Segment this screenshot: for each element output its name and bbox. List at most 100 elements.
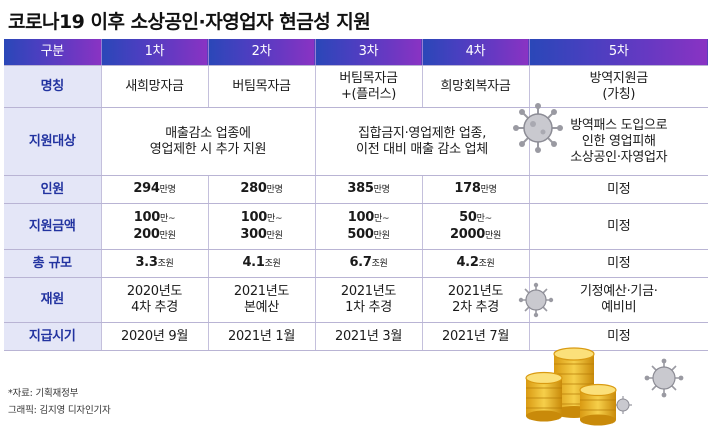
people-3-value: 385 [347, 181, 374, 196]
source-note: *자료: 기획재정부 [8, 388, 79, 399]
row-scale: 총 규모 3.3조원 4.1조원 6.7조원 4.2조원 미정 [4, 249, 708, 278]
header-round-4: 4차 [422, 39, 530, 66]
cell-people-3: 385만명 [315, 175, 423, 204]
scale-3-value: 6.7 [349, 255, 372, 270]
cell-name-5-line-1: 방역지원금 [589, 70, 649, 86]
row-label-target: 지원대상 [4, 107, 102, 176]
cell-timing-1: 2020년 9월 [101, 322, 209, 351]
row-label-name: 명칭 [4, 65, 102, 108]
cell-target-1-2-line-1: 매출감소 업종에 [165, 125, 251, 141]
row-amount: 지원금액 100만~ 200만원 100만~ 300만원 100만~ 500만원… [4, 203, 708, 250]
cell-target-3-4-line-1: 집합금지·영업제한 업종, [357, 125, 487, 141]
virus-icon [644, 358, 684, 398]
cell-name-3-line-1: 버팀목자금 [339, 70, 398, 86]
cell-source-1-line-2: 4차 추경 [131, 300, 178, 315]
amount-4-min: 50 [459, 209, 477, 225]
scale-3-unit: 조원 [371, 259, 388, 269]
cell-source-2-line-2: 본예산 [244, 300, 279, 315]
cell-source-3-line-1: 2021년도 [340, 284, 397, 299]
cell-name-4: 희망회복자금 [422, 65, 530, 108]
amount-4-max: 2000 [450, 226, 485, 242]
header-category: 구분 [4, 39, 102, 66]
cell-people-2: 280만명 [208, 175, 316, 204]
row-label-source: 재원 [4, 277, 102, 323]
scale-1-value: 3.3 [135, 255, 158, 270]
row-name: 명칭 새희망자금 버팀목자금 버팀목자금 +(플러스) 희망회복자금 방역지원금… [4, 65, 708, 108]
cell-target-1-2: 매출감소 업종에 영업제한 시 추가 지원 [101, 107, 316, 176]
cell-source-2-line-1: 2021년도 [233, 284, 290, 299]
header-round-3: 3차 [315, 39, 423, 66]
scale-2-unit: 조원 [264, 259, 281, 269]
cell-timing-2: 2021년 1월 [208, 322, 316, 351]
amount-3-min: 100 [347, 209, 375, 225]
cell-scale-4: 4.2조원 [422, 249, 530, 278]
cell-target-5-line-3: 소상공인·자영업자 [570, 149, 668, 165]
cell-source-5-line-2: 예비비 [601, 300, 637, 315]
cell-people-1: 294만명 [101, 175, 209, 204]
row-label-amount: 지원금액 [4, 203, 102, 250]
amount-4-max-unit: 만원 [485, 230, 501, 241]
amount-3-max-unit: 만원 [373, 230, 390, 241]
cell-target-3-4: 집합금지·영업제한 업종, 이전 대비 매출 감소 업체 [315, 107, 530, 176]
cell-name-3: 버팀목자금 +(플러스) [315, 65, 423, 108]
support-table: 구분 1차 2차 3차 4차 5차 명칭 새희망자금 버팀목자금 버팀목자금 +… [4, 39, 708, 351]
cell-target-5-line-2: 인한 영업피해 [581, 133, 656, 149]
cell-name-5-line-2: (가칭) [602, 86, 636, 102]
cell-amount-1: 100만~ 200만원 [101, 203, 209, 250]
cell-scale-2: 4.1조원 [208, 249, 316, 278]
row-target: 지원대상 매출감소 업종에 영업제한 시 추가 지원 집합금지·영업제한 업종,… [4, 107, 708, 176]
header-round-1: 1차 [101, 39, 209, 66]
cell-source-1-line-1: 2020년도 [126, 284, 183, 299]
cell-source-3-line-2: 1차 추경 [345, 300, 392, 315]
graphic-credit: 그래픽: 김지영 디자인기자 [8, 405, 111, 416]
amount-2-max-unit: 만원 [266, 230, 283, 241]
cell-target-5: 방역패스 도입으로 인한 영업피해 소상공인·자영업자 [529, 107, 708, 176]
cell-people-5: 미정 [529, 175, 708, 204]
cell-amount-4: 50만~ 2000만원 [422, 203, 530, 250]
amount-1-max: 200 [133, 226, 160, 242]
people-2-unit: 만명 [266, 185, 283, 195]
amount-4-min-unit: 만~ [476, 213, 493, 224]
row-people: 인원 294만명 280만명 385만명 178만명 미정 [4, 175, 708, 204]
cell-source-4: 2021년도 2차 추경 [422, 277, 530, 323]
header-row: 구분 1차 2차 3차 4차 5차 [4, 39, 708, 66]
amount-3-max: 500 [347, 226, 374, 242]
cell-amount-5: 미정 [529, 203, 708, 250]
people-4-unit: 만명 [480, 185, 497, 195]
header-round-2: 2차 [208, 39, 316, 66]
cell-scale-1: 3.3조원 [101, 249, 209, 278]
amount-1-min: 100 [133, 209, 161, 225]
page-title: 코로나19 이후 소상공인·자영업자 현금성 지원 [8, 11, 371, 33]
amount-1-min-unit: 만~ [160, 213, 176, 224]
cell-people-4: 178만명 [422, 175, 530, 204]
cell-target-3-4-line-2: 이전 대비 매출 감소 업체 [356, 141, 488, 157]
cell-target-5-line-1: 방역패스 도입으로 [570, 117, 668, 133]
row-label-people: 인원 [4, 175, 102, 204]
cell-amount-3: 100만~ 500만원 [315, 203, 423, 250]
cell-name-1: 새희망자금 [101, 65, 209, 108]
coin-stack-icon [525, 347, 617, 426]
virus-icon [614, 396, 632, 414]
row-source: 재원 2020년도 4차 추경 2021년도 본예산 2021년도 1차 추경 … [4, 277, 708, 323]
cell-source-1: 2020년도 4차 추경 [101, 277, 209, 323]
cell-source-5-line-1: 기정예산·기금· [579, 284, 658, 299]
amount-1-max-unit: 만원 [159, 230, 176, 241]
header-round-5: 5차 [529, 39, 708, 66]
people-4-value: 178 [454, 181, 481, 196]
cell-name-3-line-2: +(플러스) [340, 86, 397, 102]
scale-4-unit: 조원 [478, 259, 495, 269]
cell-source-2: 2021년도 본예산 [208, 277, 316, 323]
cell-scale-5: 미정 [529, 249, 708, 278]
row-label-scale: 총 규모 [4, 249, 102, 278]
people-3-unit: 만명 [373, 185, 390, 195]
cell-source-4-line-2: 2차 추경 [452, 300, 499, 315]
cell-name-2: 버팀목자금 [208, 65, 316, 108]
scale-4-value: 4.2 [456, 255, 479, 270]
cell-amount-2: 100만~ 300만원 [208, 203, 316, 250]
people-1-value: 294 [133, 181, 160, 196]
amount-2-min-unit: 만~ [267, 213, 283, 224]
cell-target-1-2-line-2: 영업제한 시 추가 지원 [149, 141, 267, 157]
cell-source-3: 2021년도 1차 추경 [315, 277, 423, 323]
cell-timing-4: 2021년 7월 [422, 322, 530, 351]
amount-2-max: 300 [240, 226, 267, 242]
